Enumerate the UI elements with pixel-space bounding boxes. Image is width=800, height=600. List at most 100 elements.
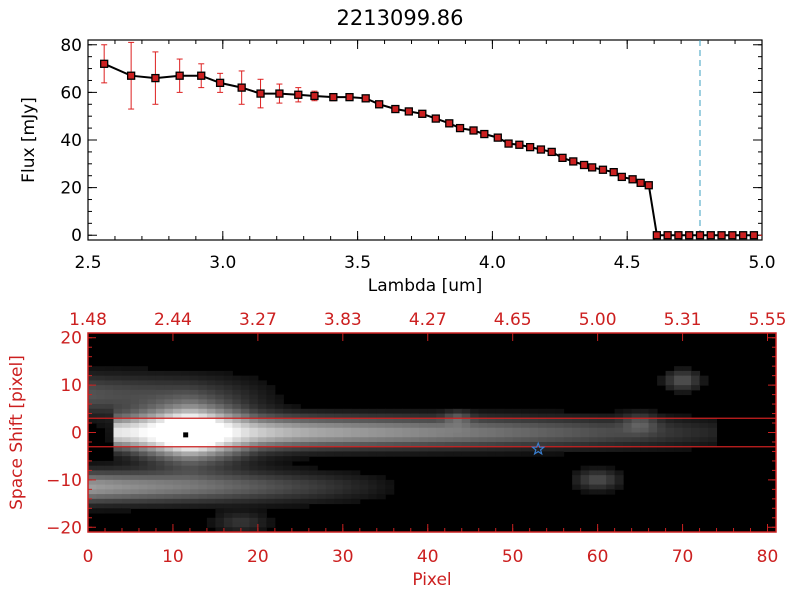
heatmap-cell: [614, 408, 624, 415]
heatmap-cell: [453, 441, 463, 448]
heatmap-cell: [436, 427, 446, 433]
heatmap-cell: [597, 432, 607, 438]
heatmap-cell: [240, 479, 250, 486]
heatmap-cell: [597, 465, 607, 471]
heatmap-cell: [130, 399, 140, 405]
heatmap-cell: [104, 380, 114, 386]
heatmap-cell: [198, 432, 208, 438]
heatmap-cell: [155, 413, 165, 419]
heatmap-cell: [215, 484, 225, 490]
heatmap-cell: [487, 451, 497, 457]
heatmap-cell: [249, 513, 259, 519]
heatmap-cell: [478, 446, 488, 452]
heatmap-cell: [563, 432, 573, 438]
heatmap-cell: [138, 465, 148, 471]
heatmap-cell: [181, 484, 191, 490]
heatmap-cell: [691, 385, 701, 391]
heatmap-cell: [172, 465, 182, 471]
data-point: [525, 142, 535, 152]
heatmap-cell: [215, 508, 225, 514]
heatmap-cell: [461, 437, 471, 443]
data-point: [197, 71, 206, 80]
heatmap-cell: [240, 399, 250, 405]
heatmap-cell: [691, 437, 701, 443]
heatmap-cell: [427, 441, 437, 448]
heatmap-cell: [300, 494, 310, 500]
data-point: [609, 167, 618, 177]
heatmap-cell: [155, 465, 165, 471]
heatmap-cell: [104, 370, 114, 377]
heatmap-cell: [104, 408, 114, 415]
heatmap-cell: [240, 408, 250, 415]
heatmap-cell: [572, 484, 582, 490]
heatmap-cell: [164, 380, 174, 386]
heatmap-cell: [351, 441, 361, 448]
heatmap-cell: [130, 498, 140, 505]
heatmap-cell: [257, 527, 267, 533]
heatmap-cell: [257, 498, 267, 505]
heatmap-cell: [172, 399, 182, 405]
heatmap-cell: [121, 385, 131, 391]
heatmap-cell: [291, 404, 301, 410]
heatmap-cell: [96, 494, 106, 500]
heatmap-cell: [164, 427, 174, 433]
heatmap-cell: [589, 432, 599, 438]
heatmap-cell: [589, 475, 599, 481]
heatmap-cell: [300, 427, 310, 433]
heatmap-cell: [291, 427, 301, 433]
heatmap-cell: [580, 489, 590, 495]
heatmap-cell: [266, 465, 276, 471]
heatmap-cell: [572, 479, 582, 486]
heatmap-cell: [317, 494, 327, 500]
heatmap-cell: [402, 408, 412, 415]
heatmap-cell: [283, 494, 293, 500]
heatmap-cell: [572, 437, 582, 443]
heatmap-cell: [206, 394, 216, 400]
heatmap-cell: [563, 437, 573, 443]
heatmap-cell: [283, 503, 293, 509]
heatmap-cell: [291, 484, 301, 490]
heatmap-cell: [257, 427, 267, 433]
heatmap-cell: [444, 451, 454, 457]
heatmap-cell: [555, 437, 565, 443]
heatmap-cell: [359, 427, 369, 433]
heatmap-cell: [147, 385, 157, 391]
heatmap-cell: [580, 418, 590, 424]
heatmap-cell: [308, 423, 318, 429]
heatmap-cell: [606, 413, 616, 419]
heatmap-cell: [181, 427, 191, 433]
heatmap-cell: [308, 465, 318, 471]
heatmap-cell: [232, 527, 242, 533]
heatmap-cell: [130, 475, 140, 481]
data-point: [588, 163, 597, 172]
heatmap-cell: [172, 460, 182, 467]
top-tick-label: 3.27: [239, 310, 277, 330]
heatmap-cell: [113, 423, 123, 429]
heatmap-cell: [104, 503, 114, 509]
heatmap-cell: [614, 475, 624, 481]
heatmap-cell: [96, 366, 106, 372]
heatmap-cell: [334, 418, 344, 424]
heatmap-cell: [470, 432, 480, 438]
heatmap-cell: [555, 413, 565, 419]
heatmap-cell: [682, 413, 692, 419]
heatmap-cell: [249, 489, 259, 495]
heatmap-cell: [130, 380, 140, 386]
heatmap-cell: [631, 408, 641, 415]
heatmap-cell: [215, 475, 225, 481]
heatmap-cell: [478, 451, 488, 457]
heatmap-cell: [206, 427, 216, 433]
heatmap-cell: [334, 494, 344, 500]
heatmap-cell: [240, 394, 250, 400]
heatmap-cell: [164, 456, 174, 462]
heatmap-cell: [470, 418, 480, 424]
heatmap-cell: [300, 432, 310, 438]
heatmap-cell: [631, 446, 641, 452]
heatmap-cell: [342, 413, 352, 419]
heatmap-cell: [96, 498, 106, 505]
heatmap-cell: [325, 427, 335, 433]
heatmap-cell: [648, 446, 658, 452]
heatmap-cell: [657, 418, 667, 424]
heatmap-cell: [470, 437, 480, 443]
heatmap-cell: [189, 432, 199, 438]
